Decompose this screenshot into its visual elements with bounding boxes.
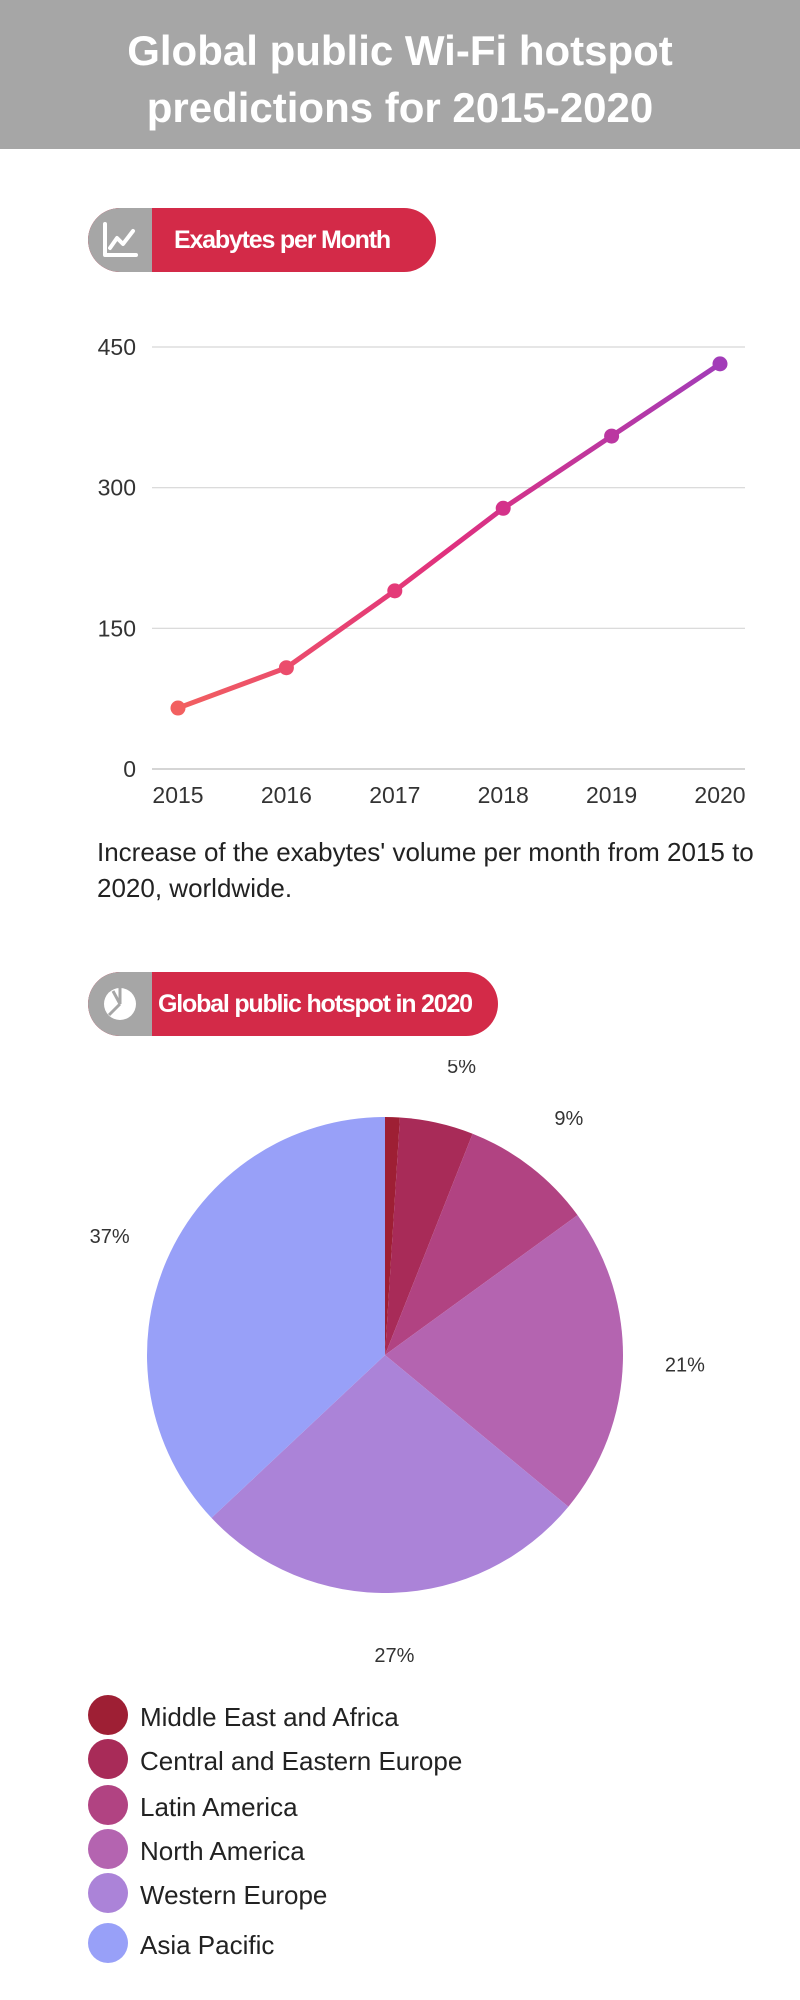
y-tick-label: 150 — [98, 615, 136, 641]
data-point — [495, 500, 511, 516]
header-banner: Global public Wi-Fi hotspot predictions … — [0, 0, 800, 149]
y-tick-label: 300 — [98, 475, 136, 501]
pie-slice — [385, 1117, 473, 1355]
legend-label: Middle East and Africa — [140, 1702, 399, 1732]
section-badge-exabytes: Exabytes per Month — [88, 208, 436, 272]
legend-swatch — [88, 1829, 128, 1869]
legend-swatch — [88, 1873, 128, 1913]
line-chart-x-axis: 2015 2016 2017 2018 2019 2020 — [152, 782, 745, 808]
data-point — [387, 583, 403, 599]
x-tick-label: 2016 — [261, 782, 312, 808]
page-title: Global public Wi-Fi hotspot predictions … — [0, 22, 800, 136]
y-tick-label: 0 — [123, 756, 136, 782]
x-tick-label: 2020 — [694, 782, 745, 808]
x-tick-label: 2018 — [478, 782, 529, 808]
legend-label: Western Europe — [140, 1880, 328, 1910]
pie-slice-label: 9% — [554, 1108, 583, 1130]
pie-slice — [385, 1117, 400, 1355]
data-point — [170, 700, 186, 716]
pie-slice — [147, 1117, 385, 1518]
line-chart-icon — [103, 222, 138, 257]
section-badge-label: Exabytes per Month — [174, 226, 391, 254]
line-chart: 0 150 300 450 2015 2016 2017 2018 2019 2020 — [98, 334, 746, 808]
chart-caption: Increase of the exabytes' volume per mon… — [97, 837, 754, 903]
legend-label: Latin America — [140, 1792, 298, 1822]
line-chart-y-axis: 0 150 300 450 — [98, 334, 136, 782]
line-chart-series — [170, 356, 728, 716]
legend-label: Central and Eastern Europe — [140, 1746, 463, 1776]
pie-slice — [211, 1355, 569, 1593]
pie-slice — [385, 1215, 623, 1507]
x-tick-label: 2019 — [586, 782, 637, 808]
section-badge-hotspot: Global public hotspot in 2020 — [88, 972, 498, 1036]
pie-slice-label: 27% — [374, 1645, 414, 1667]
page-title-line-2: predictions for 2015-2020 — [146, 84, 654, 131]
pie-slice-label: 37% — [90, 1226, 130, 1248]
pie-chart: 1%5%9%21%27%37% — [90, 1060, 705, 1667]
legend-label: North America — [140, 1836, 305, 1866]
pie-slices — [147, 1117, 623, 1593]
data-point — [604, 428, 620, 444]
y-tick-label: 450 — [98, 334, 136, 360]
legend-swatch — [88, 1739, 128, 1779]
pie-labels: 1%5%9%21%27%37% — [90, 1060, 705, 1667]
legend-swatch — [88, 1695, 128, 1735]
data-point — [712, 356, 728, 372]
pie-chart-icon — [104, 988, 136, 1020]
section-badge-label: Global public hotspot in 2020 — [158, 990, 473, 1018]
x-tick-label: 2017 — [369, 782, 420, 808]
data-point — [278, 660, 294, 676]
line-chart-gridlines — [152, 346, 745, 770]
legend-swatch — [88, 1923, 128, 1963]
x-tick-label: 2015 — [152, 782, 203, 808]
pie-slice — [385, 1133, 578, 1355]
page-title-line-1: Global public Wi-Fi hotspot — [127, 27, 673, 74]
line-chart-icon-holder — [88, 208, 152, 272]
legend-label: Asia Pacific — [140, 1930, 275, 1960]
pie-slice-label: 5% — [447, 1060, 476, 1078]
pie-slice-label: 21% — [665, 1354, 705, 1376]
pie-chart-icon-holder — [88, 972, 152, 1036]
series-line — [175, 361, 723, 711]
legend-swatch — [88, 1785, 128, 1825]
